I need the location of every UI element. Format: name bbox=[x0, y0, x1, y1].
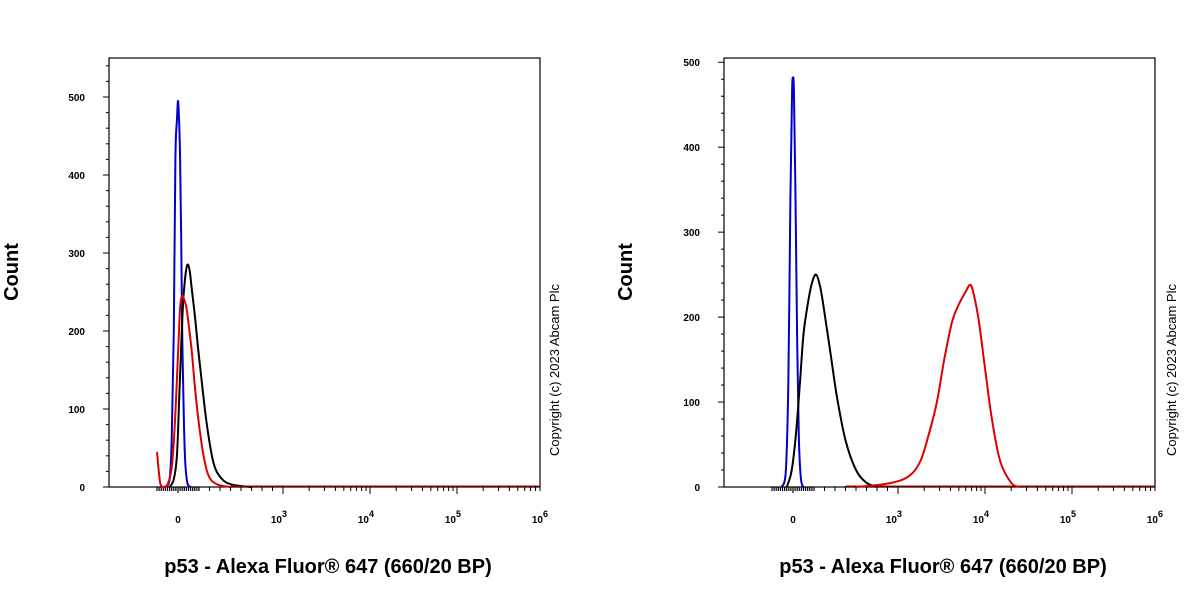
x-tick-label: 104 bbox=[358, 509, 374, 526]
y-axis-label: Count bbox=[1, 243, 23, 301]
y-tick-label: 100 bbox=[68, 405, 85, 416]
histogram-panel-left: 0 100 200 300 400 500 0 103 104 105 106 Count p53 - … bbox=[1, 57, 562, 578]
histogram-panel-right: 0 100 200 300 400 500 0 103 104 105 106 Count p53 - … bbox=[615, 57, 1179, 578]
copyright-note: Copyright (c) 2023 Abcam Plc bbox=[1164, 284, 1179, 456]
y-tick-label: 500 bbox=[683, 58, 700, 69]
copyright-note: Copyright (c) 2023 Abcam Plc bbox=[547, 284, 562, 456]
histogram-series-0 bbox=[780, 76, 805, 488]
x-tick-label: 0 bbox=[175, 515, 181, 526]
x-tick-label: 105 bbox=[1060, 509, 1076, 526]
x-tick-label: 103 bbox=[271, 509, 287, 526]
histogram-series-2 bbox=[156, 294, 231, 488]
y-tick-label: 500 bbox=[68, 93, 85, 104]
y-tick-label: 400 bbox=[68, 171, 85, 182]
x-tick-label: 106 bbox=[532, 509, 548, 526]
x-tick-label: 0 bbox=[790, 515, 796, 526]
histogram-series-0 bbox=[164, 99, 192, 488]
x-axis-label: p53 - Alexa Fluor® 647 (660/20 BP) bbox=[779, 556, 1106, 578]
x-tick-label: 103 bbox=[886, 509, 902, 526]
y-tick-label: 300 bbox=[683, 228, 700, 239]
y-tick-label: 400 bbox=[683, 143, 700, 154]
y-axis-label: Count bbox=[615, 243, 637, 301]
y-tick-label: 0 bbox=[694, 483, 700, 494]
y-tick-label: 200 bbox=[68, 327, 85, 338]
x-tick-label: 106 bbox=[1147, 509, 1163, 526]
y-tick-label: 0 bbox=[79, 483, 85, 494]
histogram-series-1 bbox=[785, 273, 878, 488]
histogram-series-1 bbox=[168, 263, 252, 488]
histogram-series-2 bbox=[855, 283, 1021, 488]
x-tick-label: 104 bbox=[973, 509, 989, 526]
x-axis-label: p53 - Alexa Fluor® 647 (660/20 BP) bbox=[164, 556, 491, 578]
y-tick-label: 100 bbox=[683, 398, 700, 409]
x-tick-label: 105 bbox=[445, 509, 461, 526]
y-tick-label: 200 bbox=[683, 313, 700, 324]
y-tick-label: 300 bbox=[68, 249, 85, 260]
